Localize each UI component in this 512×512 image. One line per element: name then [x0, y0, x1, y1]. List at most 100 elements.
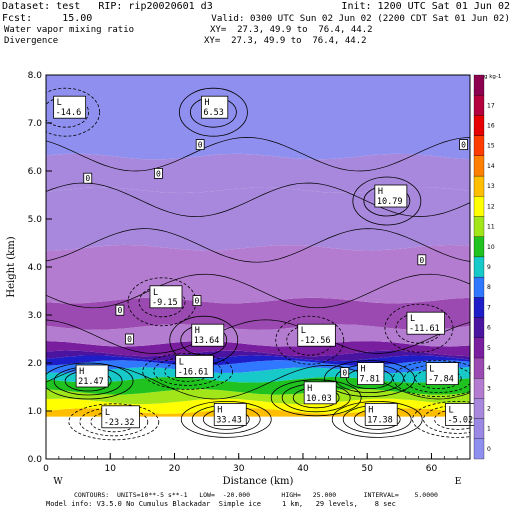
contour-loop	[270, 379, 362, 417]
svg-text:33.43: 33.43	[216, 415, 242, 425]
high-label: H13.64	[191, 323, 225, 347]
contour-line	[46, 365, 470, 400]
contour-loop	[180, 400, 272, 438]
svg-text:6.53: 6.53	[203, 108, 223, 118]
low-label: L-7.84	[425, 362, 459, 386]
contours-info: CONTOURS: UNITS=10**-5 s**-1 LOW= -20.00…	[74, 491, 438, 499]
y-tick-label: 1.0	[28, 407, 43, 417]
svg-text:-12.56: -12.56	[300, 336, 331, 346]
svg-text:L: L	[153, 288, 158, 298]
colorbar-label: 17	[487, 102, 495, 109]
svg-text:L: L	[179, 357, 184, 367]
high-label: H33.43	[213, 402, 247, 426]
colorbar-swatch	[473, 317, 485, 338]
contour-loop	[392, 360, 470, 397]
axes: 0 10 20 30 40 50 60 0.0 1.0 2.0 3.0 4.0 5.0 6.0 7.0 8.0…	[28, 71, 471, 487]
zero-contour-label: 0	[154, 167, 163, 179]
dataset-line: Dataset: test RIP: rip20020601 d3	[2, 1, 213, 12]
colorbar-label: 10	[487, 244, 495, 251]
y-tick-label: 7.0	[28, 119, 43, 129]
contour-loop	[324, 360, 415, 398]
svg-text:H: H	[195, 326, 200, 336]
low-label: L-11.61	[406, 311, 445, 335]
colorbar-swatch	[473, 95, 485, 116]
svg-text:-5.02: -5.02	[448, 415, 474, 425]
high-label: H10.03	[303, 381, 337, 405]
contour-line	[46, 273, 470, 309]
colorbar-swatch	[473, 155, 485, 177]
fcst-line: Fcst: 15.00	[2, 13, 93, 24]
low-label: L-5.02	[445, 402, 478, 426]
contour-line	[46, 319, 470, 354]
zero-contour-label: 0	[417, 254, 427, 266]
colorbar-swatch	[473, 256, 485, 278]
contour-line	[46, 228, 470, 263]
low-label: L-16.61	[175, 354, 214, 378]
colorbar-label: 16	[487, 123, 495, 130]
x-tick-label: 50	[361, 464, 373, 474]
svg-text:-14.6: -14.6	[56, 108, 82, 118]
colorbar-label: 15	[487, 143, 495, 150]
y-tick-label: 3.0	[28, 311, 43, 321]
field2-xy: XY= 27.3, 49.9 to 76.4, 44.2	[204, 36, 367, 46]
x-tick-label: 60	[426, 464, 438, 474]
contour-loop	[331, 400, 423, 438]
x-axis-title: Distance (km)	[223, 476, 294, 487]
svg-text:0: 0	[461, 141, 466, 150]
colorbar-label: 2	[487, 405, 491, 412]
y-tick-label: 6.0	[28, 167, 43, 177]
colorbar-swatch	[473, 398, 485, 419]
colorbar-swatch	[473, 135, 485, 156]
contour-line	[46, 182, 470, 217]
colorbar-swatch	[473, 438, 485, 460]
svg-text:21.47: 21.47	[78, 377, 104, 387]
svg-text:0: 0	[85, 174, 90, 183]
moisture-fill	[46, 75, 470, 459]
svg-text:L: L	[410, 314, 415, 324]
svg-text:H: H	[361, 365, 366, 375]
svg-text:H: H	[368, 405, 373, 415]
high-label: H21.47	[75, 364, 109, 388]
svg-text:-16.61: -16.61	[178, 367, 209, 377]
colorbar-unit: g kg-1	[484, 74, 501, 80]
colorbar-swatch	[473, 74, 485, 96]
svg-text:17.38: 17.38	[367, 415, 393, 425]
contour-loop	[142, 352, 234, 390]
colorbar-swatch	[473, 196, 485, 217]
moisture-band	[46, 324, 470, 347]
zero-contour-label: 0	[340, 367, 350, 379]
svg-text:H: H	[378, 187, 383, 197]
contour-loop	[46, 87, 101, 137]
contour-loop	[46, 362, 134, 400]
contour-loop	[352, 176, 422, 226]
colorbar-label: 9	[487, 264, 491, 271]
svg-text:L: L	[301, 326, 306, 336]
colorbar-label: 4	[487, 365, 491, 372]
colorbar-swatch	[473, 175, 485, 197]
y-tick-label: 2.0	[28, 359, 43, 369]
y-tick-label: 8.0	[28, 71, 43, 81]
x-tick-label: 30	[233, 464, 245, 474]
svg-text:0: 0	[127, 335, 132, 344]
x-tick-label: 10	[105, 464, 117, 474]
colorbar-swatch	[473, 115, 485, 136]
zero-contour-label: 0	[192, 295, 202, 307]
y-tick-label: 0.0	[28, 455, 43, 465]
low-label: L-12.56	[297, 323, 336, 347]
colorbar-label: 11	[487, 224, 495, 231]
colorbar-label: 14	[487, 163, 495, 170]
high-label: H17.38	[364, 402, 398, 426]
svg-text:L: L	[449, 405, 454, 415]
svg-text:10.03: 10.03	[306, 394, 332, 404]
west-end-label: W	[53, 477, 63, 487]
contour-line	[46, 137, 470, 172]
colorbar-swatch	[473, 378, 485, 399]
colorbar-label: 8	[487, 284, 491, 291]
high-label: H10.79	[374, 184, 408, 208]
field1-label: Water vapor mixing ratio	[4, 25, 135, 35]
colorbar-swatch	[473, 418, 485, 439]
y-tick-label: 5.0	[28, 215, 43, 225]
svg-text:0: 0	[156, 169, 161, 178]
valid-line: Valid: 0300 UTC Sun 02 Jun 02 (2200 CDT …	[211, 13, 510, 24]
